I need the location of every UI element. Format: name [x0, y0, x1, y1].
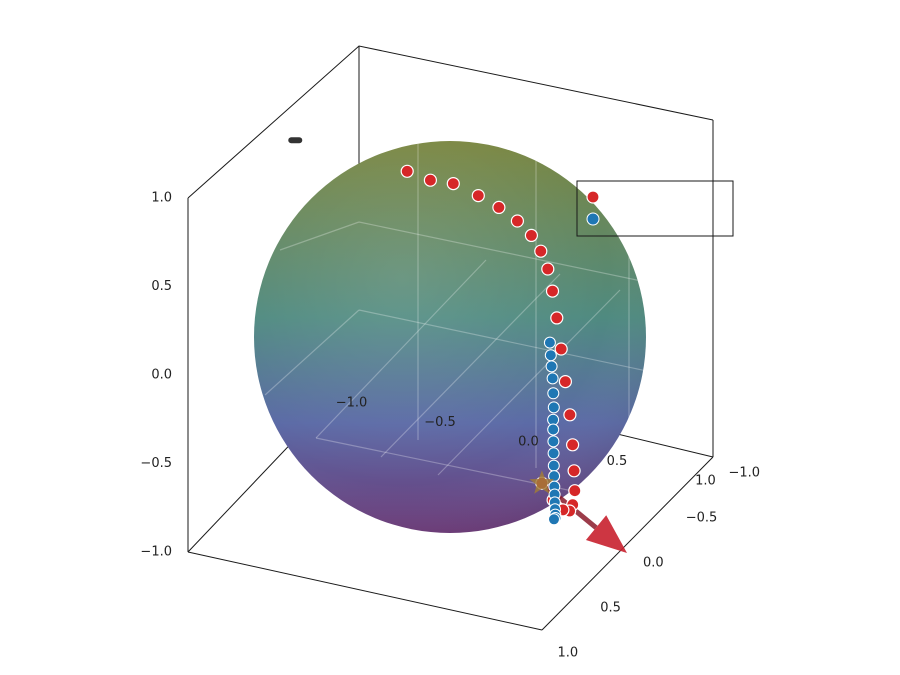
y-tick-label: −1.0 [729, 466, 761, 481]
series-1-point [545, 284, 560, 298]
legend-marker-red [586, 190, 600, 204]
series-1-point [541, 262, 555, 276]
series-1-point [400, 164, 414, 178]
series-1-point [492, 200, 506, 214]
series-1-point [563, 408, 577, 422]
legend-marker-blue [586, 212, 600, 226]
series-1-point [558, 375, 573, 389]
series-1-point [423, 173, 437, 187]
series-1-point [471, 189, 485, 203]
series-1-point [534, 244, 548, 258]
start-star [529, 470, 555, 494]
series-2-point [545, 360, 558, 373]
series-1-point [554, 342, 568, 356]
series-2-point [546, 372, 559, 385]
series-2-point [547, 423, 560, 436]
z-tick-label: −1.0 [140, 545, 172, 560]
series-2-point [548, 513, 560, 526]
series-2 [543, 336, 562, 526]
series-1-point [565, 438, 580, 452]
series-2-point [544, 349, 557, 362]
legend-box [576, 180, 734, 237]
x-tick-label: −1.0 [336, 396, 368, 411]
y-tick-label: 0.5 [600, 601, 621, 616]
series-1-point [567, 464, 581, 478]
series-2-point [547, 459, 560, 472]
series-1-point [550, 311, 564, 325]
sphere-shading [254, 141, 646, 533]
x-tick-label: 0.0 [518, 435, 539, 450]
state-vector-head [585, 515, 627, 553]
z-tick-label: 1.0 [151, 191, 172, 206]
z-tick-label: −0.5 [140, 456, 172, 471]
x-tick-label: 0.5 [607, 454, 628, 469]
series-2-point [547, 447, 560, 460]
y-tick-label: 1.0 [558, 646, 579, 661]
series-2-point [547, 387, 560, 400]
series-1-point [510, 214, 525, 228]
z-tick-label: 0.5 [151, 279, 172, 294]
y-tick-label: −0.5 [686, 511, 718, 526]
series-1-point [568, 484, 582, 498]
series-1-point [446, 177, 460, 191]
series-1-point [524, 228, 539, 242]
data-marks [288, 137, 627, 553]
tick-labels: −1.0 −0.5 0.0 0.5 1.0 −1.0 −0.5 0.0 0.5 1.0 −1.0 −0… [140, 191, 760, 661]
bloch-sphere [254, 141, 646, 533]
series-2-point [547, 435, 560, 448]
x-tick-label: −0.5 [424, 415, 456, 430]
axes-box-front [187, 456, 714, 631]
z-tick-label: 0.0 [151, 368, 172, 383]
top-marker [288, 137, 303, 144]
x-tick-label: 1.0 [695, 474, 716, 489]
series-2-point [543, 336, 556, 349]
legend [576, 180, 734, 237]
series-2-point [547, 401, 560, 414]
y-tick-label: 0.0 [643, 556, 664, 571]
